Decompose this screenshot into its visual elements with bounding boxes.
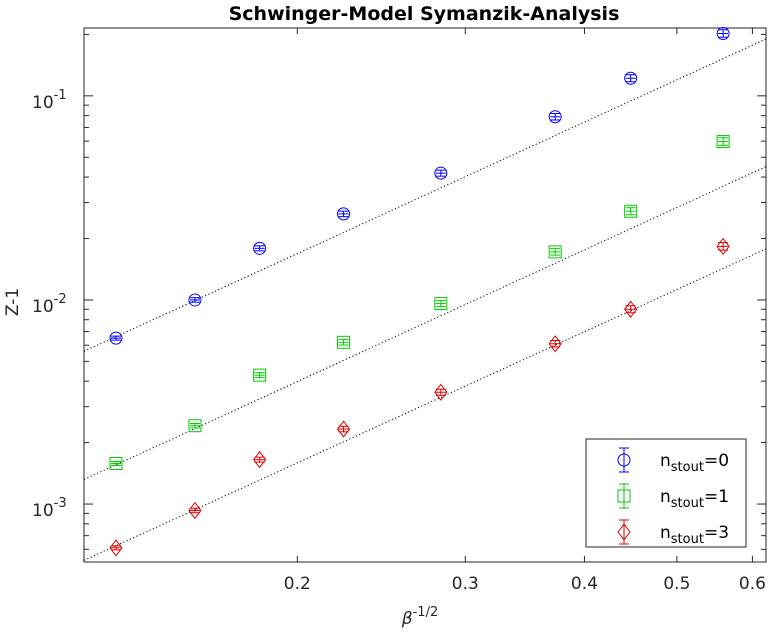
legend-entry: nstout=0 xyxy=(617,447,729,475)
data-point xyxy=(109,539,123,557)
legend-label-suffix: =0 xyxy=(704,451,729,471)
series-diamond xyxy=(109,237,730,557)
error-bar xyxy=(550,248,561,256)
data-point xyxy=(434,297,448,311)
legend-box xyxy=(585,438,747,548)
x-tick-label: 0.4 xyxy=(571,574,598,594)
x-tick-label: 0.6 xyxy=(739,574,766,594)
error-bar xyxy=(254,245,265,252)
error-bar xyxy=(435,169,446,177)
y-tick-label: 10-3 xyxy=(32,496,67,521)
legend-label-suffix: =1 xyxy=(704,487,729,507)
y-tick-label-exponent: -3 xyxy=(54,496,67,511)
legend-label-base: n xyxy=(660,487,671,507)
x-tick-label: 0.3 xyxy=(452,574,479,594)
legend-marker xyxy=(617,489,631,503)
error-bar xyxy=(189,297,200,303)
legend-label-base: n xyxy=(660,523,671,543)
error-bar xyxy=(254,456,265,463)
y-tick-label-base: 10 xyxy=(32,501,54,521)
series-square xyxy=(109,135,730,470)
data-points xyxy=(109,27,730,557)
y-tick-label-exponent: -1 xyxy=(54,88,67,103)
legend-entry: nstout=1 xyxy=(617,483,729,511)
legend-label: nstout=0 xyxy=(660,451,729,475)
data-point xyxy=(434,383,448,401)
fit-line xyxy=(83,166,767,480)
data-point xyxy=(716,237,730,255)
fit-lines xyxy=(83,38,767,561)
error-bar xyxy=(189,507,200,514)
legend-marker xyxy=(617,523,631,541)
axis-ticks: 0.2 0.3 0.4 0.5 0.610-310-210-1 xyxy=(32,28,766,594)
data-point xyxy=(188,293,202,307)
data-point xyxy=(716,135,730,149)
y-tick-label: 10-1 xyxy=(32,88,67,113)
legend-label-suffix: =3 xyxy=(704,523,729,543)
data-point xyxy=(253,241,267,255)
x-axis-label: β-1/2 xyxy=(401,605,438,629)
error-bar xyxy=(254,372,265,379)
error-bar xyxy=(111,335,122,341)
legend-label-subscript: stout xyxy=(671,532,704,547)
data-point xyxy=(188,419,202,433)
data-point xyxy=(109,456,123,470)
data-point xyxy=(188,501,202,520)
legend-label-subscript: stout xyxy=(671,496,704,511)
error-bar xyxy=(550,112,561,121)
x-axis-label-base: β xyxy=(401,609,413,629)
legend-label: nstout=3 xyxy=(660,523,729,547)
y-tick-label-exponent: -2 xyxy=(54,292,67,307)
data-point xyxy=(548,335,562,353)
error-bar xyxy=(718,137,729,146)
chart-title: Schwinger-Model Symanzik-Analysis xyxy=(229,3,620,25)
data-point xyxy=(253,368,267,382)
error-bar xyxy=(625,207,636,216)
y-tick-label-base: 10 xyxy=(32,297,54,317)
error-bar xyxy=(718,29,729,38)
data-point xyxy=(548,110,562,124)
fit-line xyxy=(83,248,767,561)
legend-entry: nstout=3 xyxy=(617,519,729,547)
data-point xyxy=(624,204,638,218)
data-point xyxy=(624,300,638,318)
error-bar xyxy=(435,300,446,308)
error-bar xyxy=(111,460,122,466)
data-point xyxy=(548,245,562,259)
x-tick-label: 0.2 xyxy=(284,574,311,594)
x-axis-label-exponent: -1/2 xyxy=(413,605,439,620)
data-point xyxy=(434,166,448,180)
y-tick-label-base: 10 xyxy=(32,93,54,113)
data-point xyxy=(337,207,351,221)
legend-label: nstout=1 xyxy=(660,487,729,511)
error-bar xyxy=(111,545,122,551)
fit-line xyxy=(83,38,767,352)
error-bar xyxy=(189,422,200,429)
x-tick-label: 0.5 xyxy=(663,574,690,594)
legend-label-base: n xyxy=(660,451,671,471)
error-bar xyxy=(338,339,349,346)
legend-marker xyxy=(617,453,631,467)
data-point xyxy=(624,71,638,85)
series-circle xyxy=(109,27,730,345)
data-point xyxy=(336,420,351,438)
error-bar xyxy=(625,74,636,83)
error-bar xyxy=(338,210,349,218)
data-point xyxy=(252,451,267,469)
data-point xyxy=(337,335,351,349)
data-point xyxy=(109,331,123,345)
y-axis-label: Z-1 xyxy=(3,288,23,316)
legend-label-subscript: stout xyxy=(671,460,704,475)
y-tick-label: 10-2 xyxy=(32,292,67,317)
data-point xyxy=(716,27,730,41)
